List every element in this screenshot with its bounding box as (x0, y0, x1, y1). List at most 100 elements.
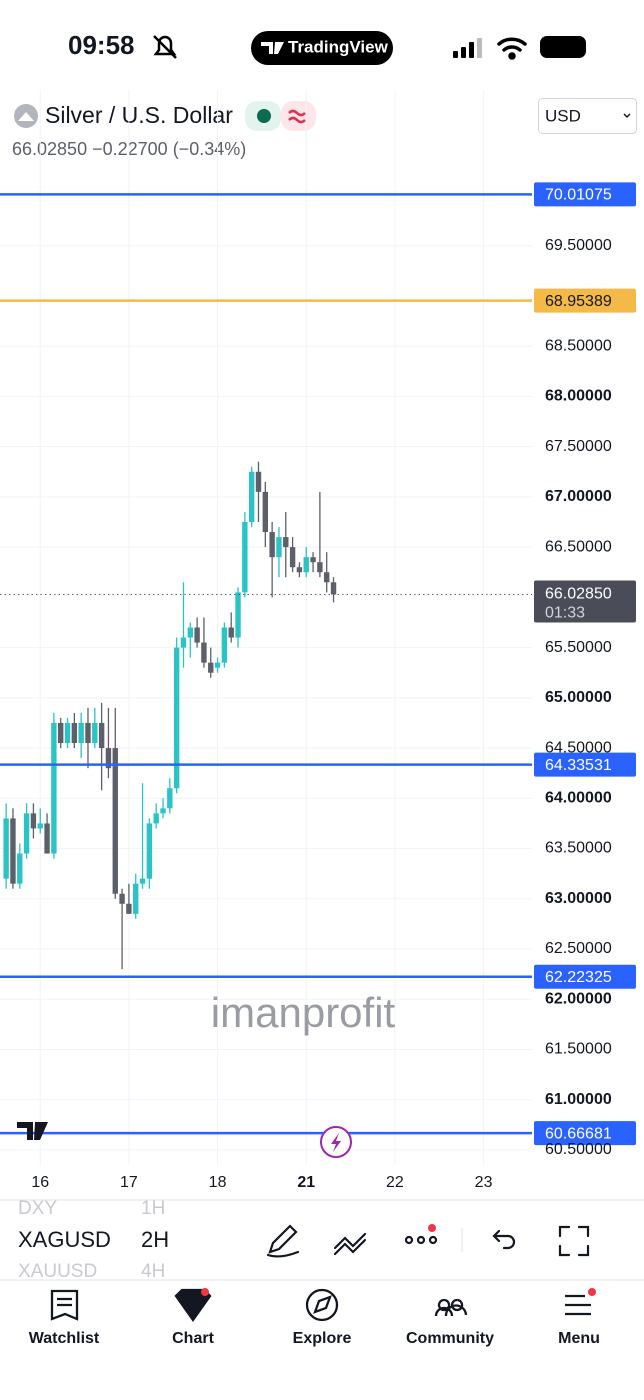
symbol-title: Silver / U.S. Dollar (45, 102, 233, 128)
candle-body (187, 627, 193, 638)
x-tick-label: 23 (475, 1174, 493, 1191)
candle-body (283, 537, 289, 548)
y-tick-label: 64.50000 (545, 739, 612, 756)
community-icon[interactable] (434, 1298, 468, 1317)
y-tick-label: 63.50000 (545, 840, 612, 857)
candle-body (92, 722, 98, 744)
candle-body (119, 893, 125, 904)
level-label: 64.33531 (545, 757, 612, 774)
level-label-box (534, 288, 636, 313)
candle-body (221, 627, 228, 663)
interval-prev[interactable]: 1H (141, 1198, 165, 1219)
symbol-current[interactable]: XAGUSD (18, 1227, 111, 1252)
candle-body (85, 722, 91, 744)
y-tick-label: 65.00000 (545, 689, 612, 706)
symbol-next[interactable]: XAUUSD (18, 1261, 97, 1282)
candle-body (30, 813, 37, 829)
candle-body (98, 722, 105, 749)
y-tick-label: 60.50000 (545, 1141, 612, 1158)
candle-body (58, 722, 64, 744)
candle-body (194, 627, 200, 643)
y-tick-label: 67.50000 (545, 438, 612, 455)
fullscreen-button[interactable] (558, 1225, 590, 1257)
symbol-icon-mark (18, 112, 34, 121)
explore-icon[interactable] (305, 1288, 339, 1322)
menu-icon[interactable] (565, 1294, 591, 1316)
battery-icon (540, 36, 586, 58)
app-name: TradingView (288, 37, 389, 56)
trend-tool[interactable] (333, 1232, 367, 1256)
candle-body (126, 903, 132, 914)
candle-body (228, 627, 234, 638)
more-tools[interactable] (404, 1235, 414, 1245)
candle-body (133, 883, 139, 914)
candle-body (44, 823, 50, 854)
app-pill (251, 31, 393, 65)
tab-label[interactable]: Chart (172, 1330, 214, 1347)
more-tools[interactable] (416, 1235, 426, 1245)
overlay: 70.01075 68.95389 64.33531 62.22325 60.66681… (0, 182, 636, 1146)
tab-label[interactable]: Watchlist (29, 1330, 100, 1347)
candle-body (10, 818, 16, 884)
candle-body (37, 823, 43, 829)
candle-body (17, 853, 23, 884)
watchlist-icon[interactable] (50, 1289, 79, 1321)
currency-label[interactable]: USD (545, 106, 581, 125)
candle-body (167, 788, 173, 809)
candle-body (214, 662, 221, 668)
signal-icon (453, 38, 482, 58)
candle-body (180, 637, 187, 648)
watermark: imanprofit (211, 989, 396, 1036)
more-tools[interactable] (428, 1235, 438, 1245)
x-tick-label: 16 (31, 1174, 49, 1191)
last-price-label: 66.02850 (545, 586, 612, 603)
tab-label[interactable]: Menu (558, 1330, 600, 1347)
candle-body (303, 557, 309, 573)
tab-label[interactable]: Explore (293, 1330, 352, 1347)
tab-label[interactable]: Community (406, 1330, 494, 1347)
candle-body (324, 572, 330, 583)
interval-current[interactable]: 2H (141, 1227, 169, 1252)
candle-body (3, 818, 9, 879)
delayed-icon (288, 109, 306, 124)
x-tick-label: 17 (120, 1174, 138, 1191)
countdown: 01:33 (545, 605, 585, 622)
candle-body (276, 537, 282, 558)
y-tick-label: 63.00000 (545, 890, 612, 907)
y-tick-label: 61.50000 (545, 1041, 612, 1058)
explore-needle (313, 1295, 332, 1314)
symbol-prev[interactable]: DXY (18, 1198, 57, 1219)
tv-logo (17, 1122, 48, 1140)
delayed-badge (281, 101, 316, 131)
undo-button[interactable] (492, 1229, 516, 1250)
draw-tool[interactable] (266, 1224, 300, 1258)
grid (0, 90, 532, 1165)
candle-body (64, 722, 71, 744)
y-tick-label: 68.50000 (545, 337, 612, 354)
notification-dot (588, 1288, 596, 1296)
notification-dot (201, 1288, 209, 1296)
candle-body (208, 662, 214, 673)
x-tick-label: 18 (209, 1174, 227, 1191)
last-price-box (534, 580, 636, 623)
candle-body (78, 722, 84, 744)
header-price: 66.02850 −0.22700 (−0.34%) (12, 139, 246, 159)
candle-body (296, 567, 303, 573)
candle-body (289, 547, 296, 568)
candle-body (160, 808, 166, 814)
lightning-icon (331, 1133, 341, 1152)
candle-body (269, 532, 275, 558)
price-change: −0.22700 (92, 139, 168, 159)
level-label: 68.95389 (545, 293, 612, 310)
x-tick-label: 22 (386, 1174, 404, 1191)
y-tick-label: 64.00000 (545, 790, 612, 807)
candle-body (112, 748, 118, 894)
candle-body (51, 722, 57, 854)
candle-body (255, 471, 262, 492)
currency-select[interactable] (538, 98, 637, 134)
level-label-box (534, 1121, 636, 1146)
level-label-box (534, 964, 636, 989)
interval-next[interactable]: 4H (141, 1261, 165, 1282)
